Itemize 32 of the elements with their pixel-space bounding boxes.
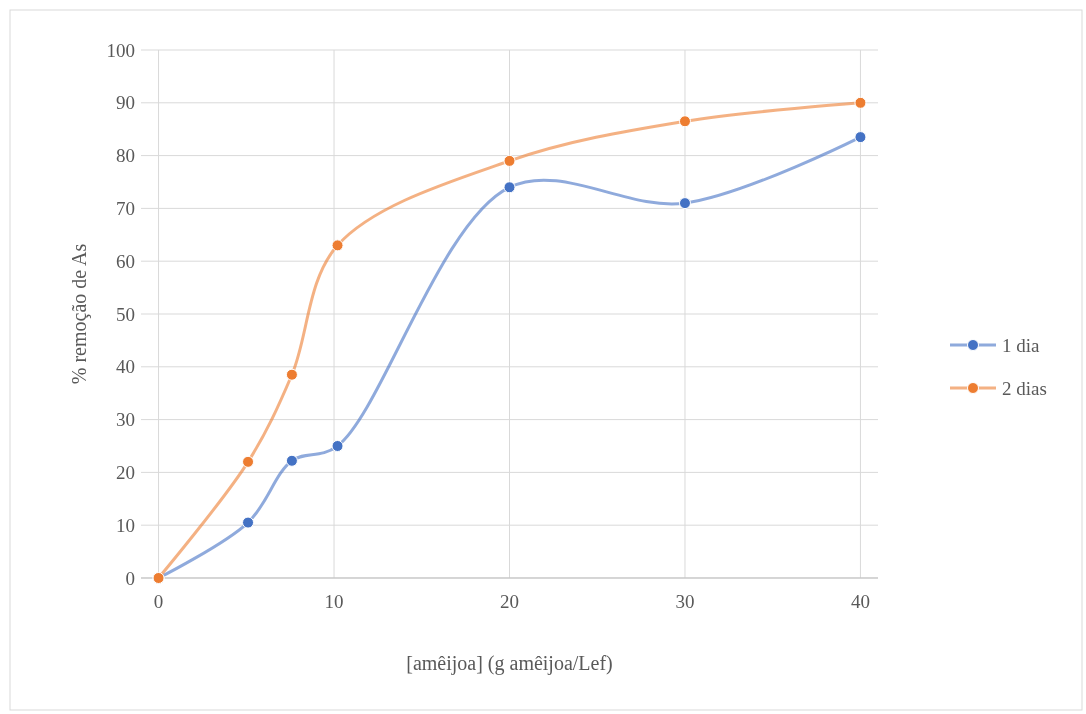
y-tick-label: 0 — [125, 567, 135, 589]
point — [331, 239, 344, 252]
point — [854, 131, 867, 144]
legend-label: 2 dias — [1002, 377, 1047, 399]
point — [678, 115, 691, 128]
y-tick-label: 70 — [116, 198, 135, 220]
y-tick-label: 100 — [106, 39, 135, 61]
y-tick-label: 40 — [116, 356, 135, 378]
point — [242, 516, 255, 529]
point — [678, 197, 691, 210]
point — [503, 181, 516, 194]
x-axis-title: [amêijoa] (g amêijoa/Lef) — [406, 652, 613, 675]
y-tick-label: 30 — [116, 409, 135, 431]
point — [285, 368, 298, 381]
y-tick-label: 10 — [116, 514, 135, 536]
x-tick-label: 40 — [850, 591, 870, 612]
x-tick-label: 10 — [324, 591, 344, 612]
y-tick-label: 60 — [116, 250, 135, 272]
y-tick-label: 90 — [116, 92, 135, 114]
y-tick-label: 80 — [116, 145, 135, 167]
y-tick-label: 20 — [116, 462, 135, 484]
x-tick-label: 0 — [153, 591, 164, 612]
point — [854, 96, 867, 109]
point — [242, 455, 255, 468]
legend-label: 1 dia — [1002, 334, 1041, 356]
point — [331, 440, 344, 452]
x-tick-label: 30 — [675, 591, 695, 612]
point — [285, 454, 298, 467]
y-axis-title: % remoção de As — [68, 243, 91, 385]
y-tick-label: 50 — [116, 303, 135, 325]
point — [503, 154, 516, 167]
x-tick-label: 20 — [500, 591, 519, 612]
